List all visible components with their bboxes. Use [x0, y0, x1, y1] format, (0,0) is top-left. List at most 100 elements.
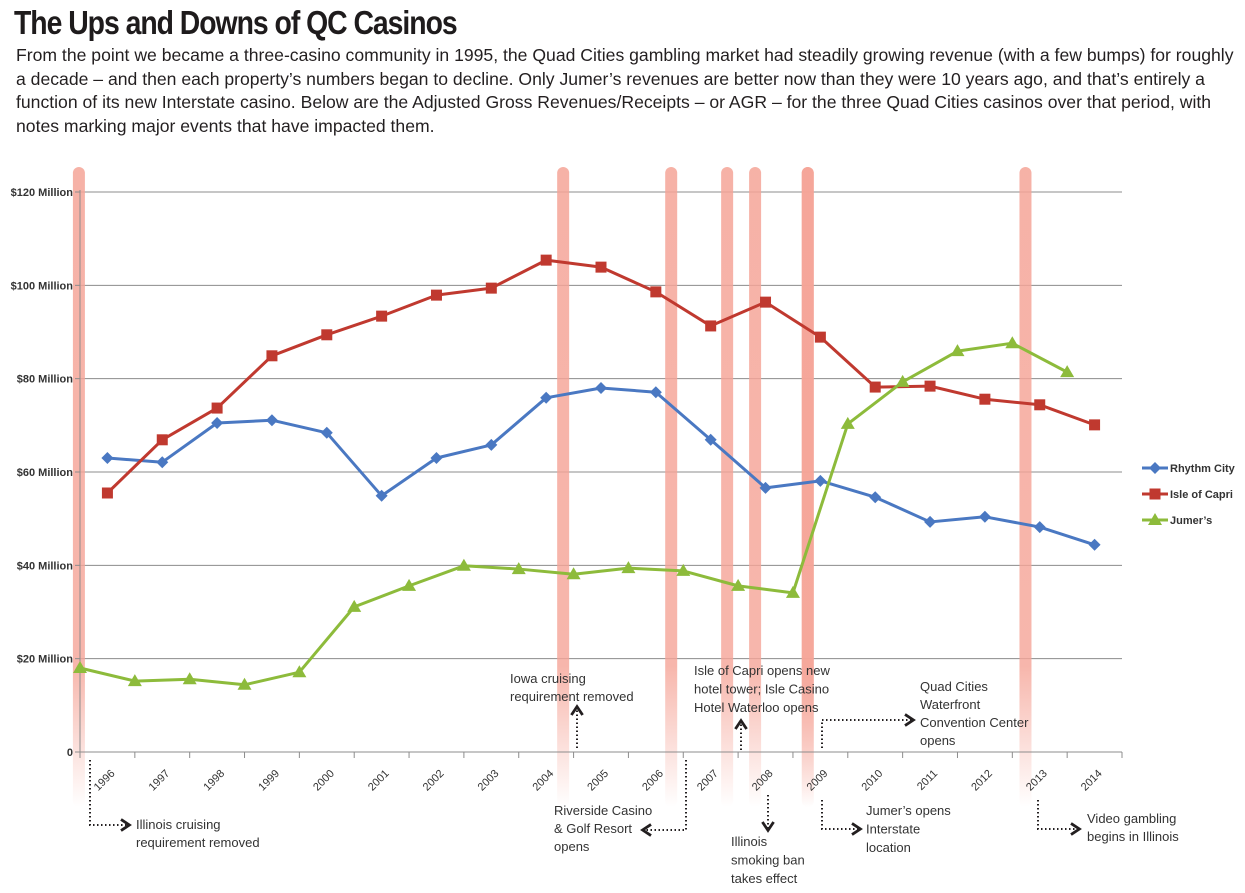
x-tick-label: 1997	[147, 768, 173, 794]
data-point	[73, 661, 87, 673]
annotation-text: Jumer’s opens	[866, 803, 951, 818]
data-point	[704, 433, 717, 446]
legend-marker-icon	[1148, 513, 1162, 525]
data-point	[376, 310, 388, 322]
legend-label: Jumer’s	[1170, 515, 1212, 527]
annotation-text: & Golf Resort	[554, 821, 632, 836]
event-bar	[749, 167, 762, 807]
data-point	[785, 585, 800, 598]
x-tick-label: 2011	[915, 768, 940, 793]
data-point	[814, 331, 826, 343]
data-point	[950, 344, 965, 357]
data-point	[430, 452, 443, 464]
x-tick-label: 2012	[969, 768, 995, 794]
intro-paragraph: From the point we became a three-casino …	[16, 45, 1234, 136]
annotation-arrow	[1037, 800, 1082, 836]
series-jumer-s	[73, 336, 1075, 690]
legend: Rhythm City Isle of Capri Jumer’s	[1142, 462, 1236, 527]
data-point	[540, 391, 553, 404]
data-point	[485, 438, 498, 451]
annotation-text: Quad Cities	[920, 679, 988, 694]
annotation-text: Hotel Waterloo opens	[694, 700, 819, 715]
data-point	[978, 510, 991, 523]
annotation-text: Interstate	[866, 822, 920, 837]
data-point	[731, 578, 746, 591]
legend-label: Rhythm City	[1170, 463, 1236, 475]
x-tick-label: 2004	[530, 768, 556, 794]
annotations: Illinois cruising requirement removed Iowa…	[89, 663, 1179, 886]
data-point	[649, 386, 662, 399]
data-point	[182, 672, 197, 685]
data-point	[676, 563, 691, 576]
data-point	[621, 561, 636, 574]
y-tick-label: $20 Million	[17, 654, 74, 666]
x-tick-label: 2006	[640, 768, 666, 794]
annotation-arrow	[640, 760, 687, 837]
event-bar	[557, 167, 570, 807]
data-point	[1005, 336, 1020, 349]
data-point	[869, 381, 881, 393]
x-tick-label: 2007	[695, 768, 721, 794]
x-tick-label: 1999	[256, 768, 282, 794]
page-title: The Ups and Downs of QC Casinos	[14, 4, 458, 41]
series-line	[106, 258, 1096, 495]
data-point	[705, 320, 717, 332]
data-point	[402, 578, 417, 591]
x-tick-label: 2010	[860, 768, 886, 794]
annotation-text: Riverside Casino	[554, 803, 652, 818]
legend-marker-icon	[1149, 462, 1161, 474]
data-point	[760, 296, 772, 308]
series-line	[107, 386, 1096, 547]
series-isle-of-capri	[101, 254, 1101, 499]
event-bar	[721, 167, 734, 807]
annotation-text: Convention Center	[920, 715, 1029, 730]
data-point	[156, 434, 168, 446]
annotation-text: opens	[920, 733, 956, 748]
annotation-arrow	[821, 800, 863, 836]
data-point	[321, 329, 333, 341]
event-bar	[1019, 167, 1032, 807]
x-tick-label: 2001	[366, 768, 392, 794]
data-point	[1088, 538, 1101, 551]
data-point	[237, 677, 252, 690]
annotation-arrow	[89, 760, 132, 832]
data-point	[595, 261, 607, 273]
x-tick-label: 1996	[92, 768, 118, 794]
data-point	[320, 426, 333, 439]
data-point	[1033, 521, 1046, 534]
data-point	[650, 286, 662, 298]
data-point	[456, 558, 471, 571]
x-tick-label: 2002	[421, 768, 447, 794]
data-point	[1089, 419, 1101, 431]
data-point	[924, 515, 937, 528]
annotation-text: location	[866, 840, 911, 855]
annotation-text: Isle of Capri opens new	[694, 663, 830, 678]
data-point	[979, 393, 991, 405]
x-tick-label: 2014	[1079, 768, 1105, 794]
event-bar	[72, 167, 85, 807]
x-tick-label: 2003	[476, 768, 502, 794]
data-point	[211, 402, 223, 414]
data-point	[540, 254, 552, 266]
data-point	[814, 474, 827, 487]
data-point	[895, 374, 910, 387]
annotation-text: takes effect	[731, 871, 798, 886]
data-point	[347, 599, 362, 612]
data-point	[101, 452, 114, 464]
x-tick-label: 1998	[201, 768, 227, 794]
y-tick-label: $80 Million	[17, 374, 74, 386]
data-point	[375, 489, 388, 502]
annotation-text: Illinois cruising	[136, 817, 221, 832]
y-tick-label: $60 Million	[17, 467, 74, 479]
annotation-arrow	[821, 713, 916, 748]
data-point	[840, 416, 855, 429]
annotation-text: Iowa cruising	[510, 671, 586, 686]
series	[73, 254, 1101, 690]
annotation-text: opens	[554, 839, 590, 854]
data-point	[211, 417, 224, 429]
annotation-text: Video gambling	[1087, 811, 1176, 826]
event-bar	[665, 167, 678, 807]
data-point	[101, 487, 113, 499]
x-tick-label: 2005	[585, 768, 611, 794]
